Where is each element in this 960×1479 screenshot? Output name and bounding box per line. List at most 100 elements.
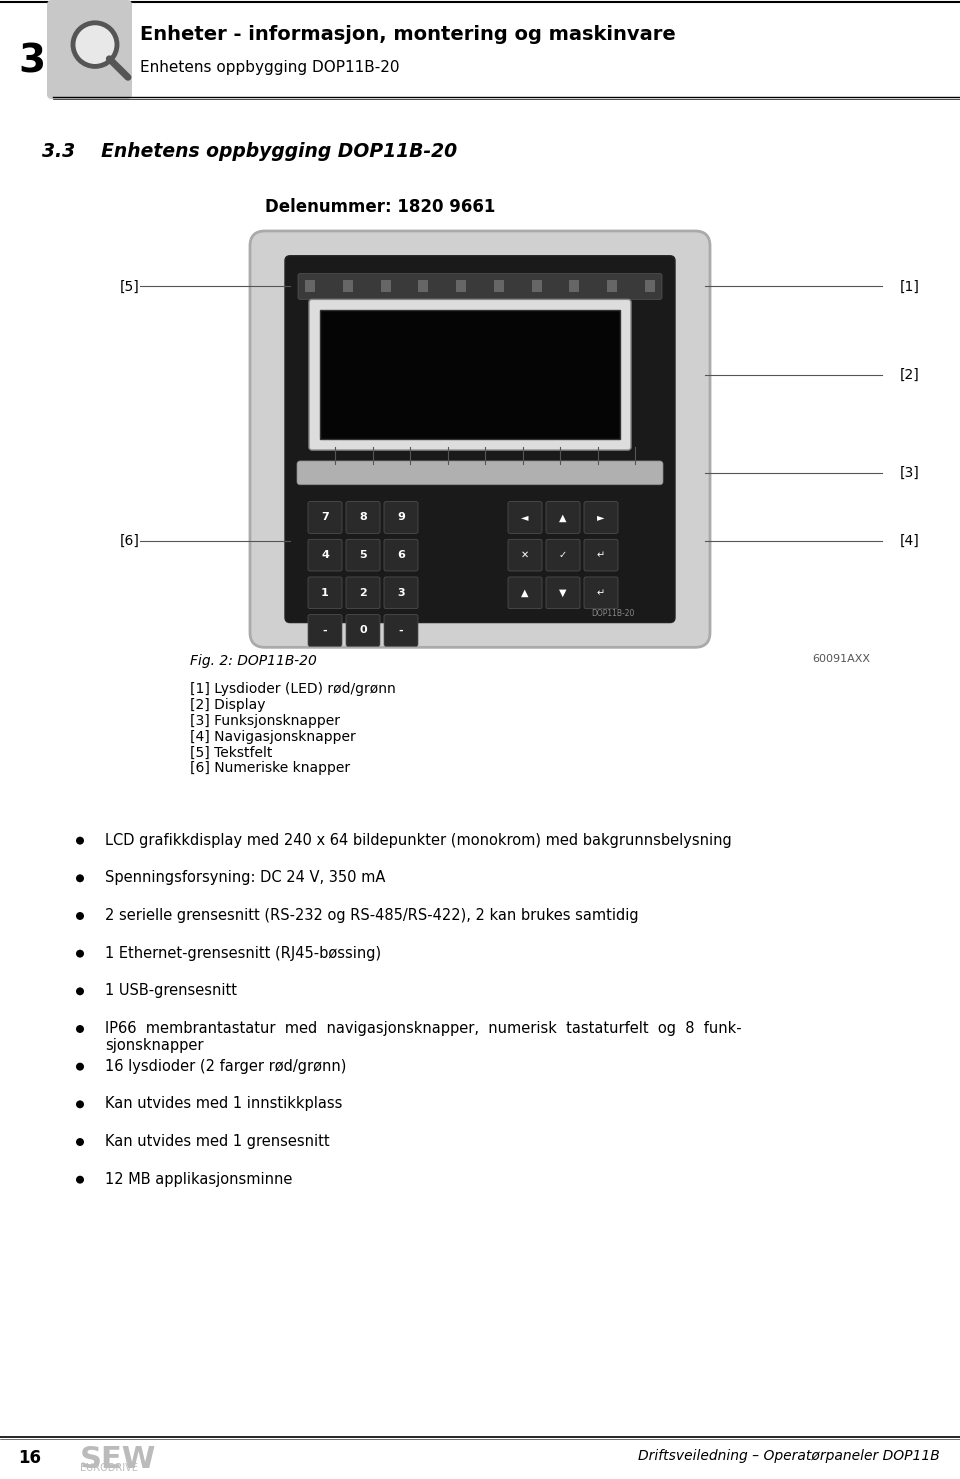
Bar [645,280,655,293]
FancyBboxPatch shape [546,540,580,571]
Text: Kan utvides med 1 grensesnitt: Kan utvides med 1 grensesnitt [105,1134,329,1149]
Text: 6: 6 [397,550,405,561]
FancyBboxPatch shape [384,577,418,609]
FancyBboxPatch shape [508,540,542,571]
FancyBboxPatch shape [308,577,342,609]
Text: 4: 4 [321,550,329,561]
Text: 9: 9 [397,512,405,522]
Text: Delenummer: 1820 9661: Delenummer: 1820 9661 [265,198,495,216]
Text: [5]: [5] [120,280,140,293]
Text: [3] Funksjonsknapper: [3] Funksjonsknapper [190,714,340,728]
Text: 3: 3 [397,587,405,598]
Circle shape [76,837,84,845]
FancyBboxPatch shape [584,501,618,534]
Text: 8: 8 [359,512,367,522]
Circle shape [73,22,117,67]
FancyBboxPatch shape [546,577,580,609]
Text: [3]: [3] [900,466,920,479]
Bar [419,280,428,293]
Text: Driftsveiledning – Operatørpaneler DOP11B: Driftsveiledning – Operatørpaneler DOP11… [638,1449,940,1463]
Text: 16 lysdioder (2 farger rød/grønn): 16 lysdioder (2 farger rød/grønn) [105,1059,347,1074]
FancyBboxPatch shape [546,501,580,534]
Circle shape [76,1137,84,1146]
Text: Enhetens oppbygging DOP11B-20: Enhetens oppbygging DOP11B-20 [140,61,399,75]
Text: EURODRIVE: EURODRIVE [80,1463,138,1473]
Bar [320,311,620,439]
Text: ▲: ▲ [560,512,566,522]
Text: DOP11B-20: DOP11B-20 [591,608,635,618]
Text: Fig. 2: DOP11B-20: Fig. 2: DOP11B-20 [190,654,317,669]
Text: ✕: ✕ [521,550,529,561]
Text: 1 Ethernet-grensesnitt (RJ45-bøssing): 1 Ethernet-grensesnitt (RJ45-bøssing) [105,945,381,961]
Text: 0: 0 [359,626,367,636]
FancyBboxPatch shape [308,540,342,571]
Text: [2]: [2] [900,368,920,382]
Text: ◄: ◄ [521,512,529,522]
FancyBboxPatch shape [508,501,542,534]
Text: ►: ► [597,512,605,522]
Text: 7: 7 [322,512,329,522]
Bar [493,280,504,293]
Text: ▼: ▼ [560,587,566,598]
FancyBboxPatch shape [308,501,342,534]
Circle shape [76,988,84,995]
FancyBboxPatch shape [384,501,418,534]
FancyBboxPatch shape [384,615,418,646]
Circle shape [76,1176,84,1183]
Bar [608,280,617,293]
FancyBboxPatch shape [584,577,618,609]
Text: ▲: ▲ [521,587,529,598]
Circle shape [76,874,84,883]
FancyBboxPatch shape [308,615,342,646]
Text: 5: 5 [359,550,367,561]
Text: Spenningsforsyning: DC 24 V, 350 mA: Spenningsforsyning: DC 24 V, 350 mA [105,870,385,886]
Text: [6] Numeriske knapper: [6] Numeriske knapper [190,762,350,775]
Text: ✓: ✓ [559,550,567,561]
Bar [569,280,580,293]
FancyBboxPatch shape [47,0,132,99]
FancyBboxPatch shape [309,299,631,450]
Bar [343,280,352,293]
FancyBboxPatch shape [346,577,380,609]
Text: [4]: [4] [900,534,920,549]
Bar [380,280,391,293]
Text: 1: 1 [322,587,329,598]
Text: [1] Lysdioder (LED) rød/grønn: [1] Lysdioder (LED) rød/grønn [190,682,396,697]
Text: ↵: ↵ [597,587,605,598]
Text: 60091AXX: 60091AXX [812,654,870,664]
Text: -: - [323,626,327,636]
FancyBboxPatch shape [508,577,542,609]
Text: [6]: [6] [120,534,140,549]
Circle shape [76,1100,84,1108]
Circle shape [76,913,84,920]
FancyBboxPatch shape [298,274,662,299]
Text: -: - [398,626,403,636]
Bar [305,280,315,293]
FancyBboxPatch shape [285,256,675,623]
Bar [532,280,541,293]
Text: 2 serielle grensesnitt (RS-232 og RS-485/RS-422), 2 kan brukes samtidig: 2 serielle grensesnitt (RS-232 og RS-485… [105,908,638,923]
Text: Enheter - informasjon, montering og maskinvare: Enheter - informasjon, montering og mask… [140,25,676,44]
Text: [2] Display: [2] Display [190,698,266,711]
FancyBboxPatch shape [584,540,618,571]
Text: ↵: ↵ [597,550,605,561]
Text: Kan utvides med 1 innstikkplass: Kan utvides med 1 innstikkplass [105,1096,343,1111]
FancyBboxPatch shape [346,615,380,646]
FancyBboxPatch shape [384,540,418,571]
Text: 3: 3 [18,43,45,80]
FancyBboxPatch shape [250,231,710,648]
Text: [4] Navigasjonsknapper: [4] Navigasjonsknapper [190,729,356,744]
Text: [5] Tekstfelt: [5] Tekstfelt [190,745,273,760]
Circle shape [76,1063,84,1071]
FancyBboxPatch shape [346,540,380,571]
Text: IP66  membrantastatur  med  navigasjonsknapper,  numerisk  tastaturfelt  og  8  : IP66 membrantastatur med navigasjonsknap… [105,1021,742,1053]
Bar [456,280,467,293]
Text: [1]: [1] [900,280,920,293]
Text: 16: 16 [18,1449,41,1467]
Text: LCD grafikkdisplay med 240 x 64 bildepunkter (monokrom) med bakgrunnsbelysning: LCD grafikkdisplay med 240 x 64 bildepun… [105,833,732,847]
FancyBboxPatch shape [297,461,663,485]
Text: 3.3    Enhetens oppbygging DOP11B-20: 3.3 Enhetens oppbygging DOP11B-20 [42,142,457,161]
Text: 12 MB applikasjonsminne: 12 MB applikasjonsminne [105,1171,293,1186]
Circle shape [76,1025,84,1032]
Circle shape [76,950,84,957]
